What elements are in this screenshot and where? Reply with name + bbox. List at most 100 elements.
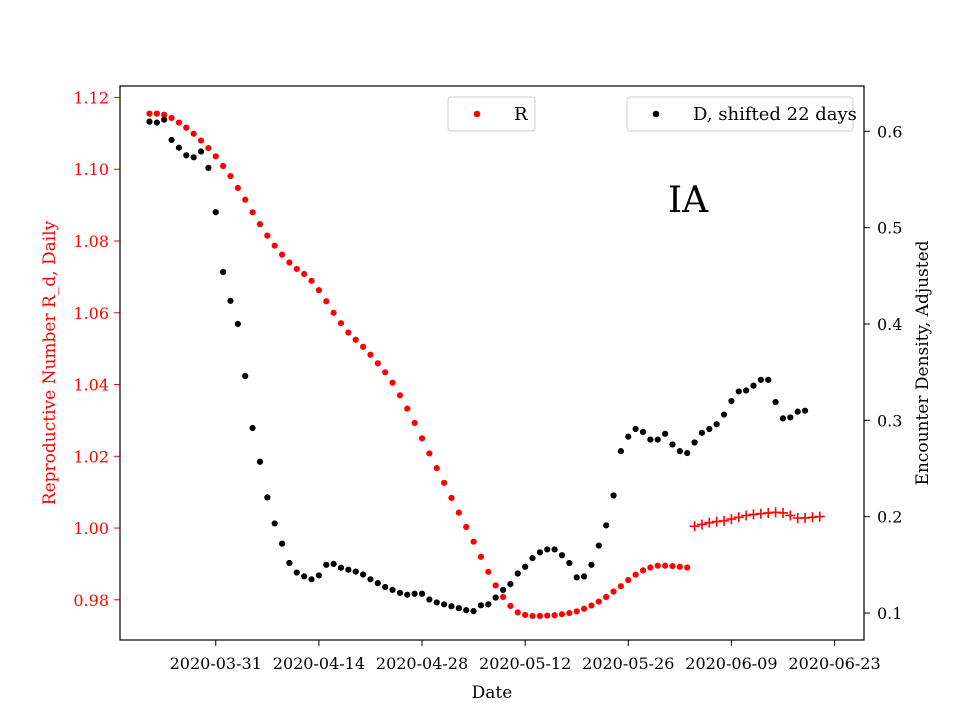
legend-d: D, shifted 22 days <box>626 96 857 132</box>
data-point <box>632 571 639 578</box>
data-point <box>625 433 632 440</box>
data-point-plus <box>719 515 730 526</box>
data-point <box>441 479 448 486</box>
data-point <box>345 329 352 336</box>
data-point <box>264 494 271 501</box>
data-point <box>566 559 573 567</box>
y-right-tick-label: 0.1 <box>877 604 902 623</box>
data-point <box>404 591 411 598</box>
data-point <box>588 602 595 609</box>
data-point <box>676 563 683 570</box>
data-point <box>220 162 227 170</box>
data-point <box>256 221 264 228</box>
data-point <box>220 268 227 276</box>
data-point <box>765 376 772 383</box>
data-point <box>448 494 455 502</box>
y-left-tick-label: 0.98 <box>73 591 109 610</box>
data-point <box>234 184 241 192</box>
data-point <box>610 588 617 595</box>
data-point-plus <box>814 511 825 522</box>
data-point <box>286 259 293 266</box>
data-point <box>772 398 779 406</box>
data-point <box>639 567 647 574</box>
data-point <box>212 209 219 216</box>
x-tick-label: 2020-05-26 <box>582 654 674 673</box>
axes: 2020-03-31 2020-04-14 2020-04-28 2020-05-12… <box>73 88 902 673</box>
data-point <box>743 387 750 394</box>
data-point <box>617 583 625 590</box>
data-point <box>470 538 477 545</box>
data-point <box>735 388 742 395</box>
data-point <box>433 465 440 472</box>
data-point <box>242 372 249 380</box>
data-point <box>485 568 492 575</box>
data-point <box>278 251 286 258</box>
x-tick-label: 2020-06-09 <box>685 654 777 673</box>
data-point <box>662 430 669 437</box>
data-point <box>323 561 330 568</box>
data-point <box>787 414 794 421</box>
data-point <box>514 570 521 577</box>
data-point <box>463 607 470 614</box>
data-point <box>706 425 713 433</box>
legend-d-frame <box>626 96 854 132</box>
data-point-plus <box>689 521 700 532</box>
y-right-tick-label: 0.6 <box>877 122 902 141</box>
data-point <box>522 563 529 570</box>
data-point <box>720 411 728 418</box>
data-point <box>544 612 551 619</box>
data-point <box>639 428 647 435</box>
x-axis-label: Date <box>472 683 513 703</box>
data-point <box>146 118 153 125</box>
y-axis-left-label: Reproductive Number R_d, Daily <box>40 220 60 505</box>
data-point <box>389 379 396 386</box>
data-point <box>499 593 507 601</box>
data-point <box>249 209 256 216</box>
data-point <box>676 448 683 455</box>
data-point <box>632 425 639 433</box>
data-point <box>558 611 566 618</box>
plot-background <box>120 86 864 640</box>
data-point <box>573 608 580 615</box>
data-point <box>212 153 219 160</box>
data-point <box>647 564 654 571</box>
data-point <box>499 586 507 593</box>
data-point <box>183 152 190 159</box>
data-point <box>455 605 462 612</box>
data-point <box>168 136 175 144</box>
y-right-tick-label: 0.5 <box>877 219 902 238</box>
legend-r-frame <box>447 96 536 132</box>
data-point <box>197 137 205 144</box>
data-point <box>190 154 197 161</box>
data-point <box>352 336 359 343</box>
data-point <box>522 611 529 618</box>
data-point <box>308 277 315 284</box>
data-point <box>234 320 241 328</box>
data-point-plus <box>726 514 737 525</box>
y-left-tick-label: 1.08 <box>73 232 109 251</box>
y-left-tick-label: 1.02 <box>73 447 109 466</box>
x-tick-label: 2020-05-12 <box>479 654 571 673</box>
data-point <box>477 602 485 609</box>
data-point <box>308 576 315 583</box>
y-axis-right-label: Encounter Density, Adjusted <box>913 240 933 485</box>
data-point <box>536 549 543 556</box>
data-point <box>426 596 433 603</box>
data-point <box>625 576 632 584</box>
data-point <box>374 580 381 587</box>
data-point <box>330 560 337 567</box>
data-point <box>507 581 514 588</box>
data-point <box>684 449 691 457</box>
data-point <box>684 564 691 571</box>
data-point <box>323 298 330 305</box>
data-point <box>603 522 610 529</box>
data-point <box>153 110 160 117</box>
data-point <box>271 520 278 527</box>
data-point <box>441 601 448 608</box>
data-point <box>293 265 300 273</box>
legend-r-marker <box>473 110 481 118</box>
data-point-plus <box>777 507 788 518</box>
data-point <box>205 144 212 152</box>
data-point <box>544 546 551 553</box>
data-point <box>227 172 234 180</box>
